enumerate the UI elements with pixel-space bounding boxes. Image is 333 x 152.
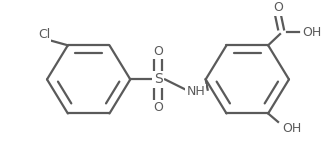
Text: O: O <box>273 1 283 14</box>
Text: OH: OH <box>282 122 302 135</box>
Text: OH: OH <box>302 26 321 39</box>
Text: NH: NH <box>186 85 205 98</box>
Text: O: O <box>153 45 163 58</box>
Text: Cl: Cl <box>38 28 50 41</box>
Text: O: O <box>153 101 163 114</box>
Text: S: S <box>154 72 163 86</box>
